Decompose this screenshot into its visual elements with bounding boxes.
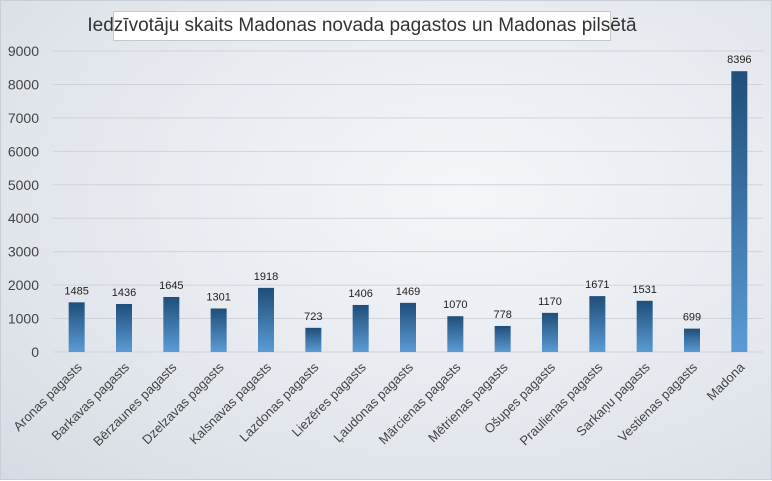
bar — [68, 302, 85, 352]
y-tick-label: 9000 — [8, 43, 39, 59]
grid-layer — [53, 50, 763, 353]
bar-value-label: 699 — [683, 312, 701, 324]
bar — [163, 296, 180, 352]
bar-value-label: 8396 — [727, 54, 751, 66]
y-tick-label: 6000 — [8, 143, 39, 159]
chart-title: Iedzīvotāju skaits Madonas novada pagast… — [87, 15, 637, 36]
x-tick-label: Madona — [704, 359, 748, 403]
x-tick-label: Kalsnavas pagasts — [186, 359, 274, 447]
y-tick-label: 1000 — [8, 311, 39, 327]
bar — [589, 296, 606, 352]
chart-title-box: Iedzīvotāju skaits Madonas novada pagast… — [87, 11, 637, 41]
x-tick-label: Mētrienas pagasts — [425, 359, 511, 445]
bar — [447, 316, 464, 352]
bar — [542, 312, 558, 352]
bar-value-label: 1406 — [348, 288, 372, 300]
bar — [494, 325, 511, 352]
data-labels: 1485 1436 1645 1301 1918 723 1406 1469 1070 778 11… — [64, 54, 751, 323]
bar-value-label: 1301 — [206, 291, 230, 303]
bar-value-label: 1170 — [538, 296, 562, 308]
y-axis: 0 1000 2000 3000 4000 5000 6000 7000 8000 9000 — [8, 43, 39, 360]
y-tick-label: 4000 — [8, 210, 39, 226]
y-tick-label: 0 — [31, 344, 39, 360]
bar — [352, 304, 369, 352]
y-tick-label: 2000 — [8, 277, 39, 293]
bar — [305, 327, 322, 352]
y-tick-label: 5000 — [8, 177, 39, 193]
bar-value-label: 1671 — [585, 279, 609, 291]
x-tick-label: Dzelzavas pagasts — [139, 359, 227, 447]
bar-value-label: 1918 — [254, 271, 278, 283]
bar-value-label: 1531 — [632, 284, 656, 296]
bar-value-label: 1485 — [64, 285, 88, 297]
bar — [116, 303, 132, 352]
bar — [258, 287, 274, 352]
bar-value-label: 1645 — [159, 280, 183, 292]
bars — [68, 71, 748, 353]
x-tick-label: Ļaudonas pagasts — [330, 359, 416, 445]
y-tick-label: 3000 — [8, 244, 39, 260]
x-tick-label: Lazdonas pagasts — [236, 359, 322, 445]
x-tick-label: Vestienas pagasts — [615, 359, 701, 445]
bar-value-label: 778 — [493, 309, 511, 321]
bar-value-label: 1436 — [112, 287, 136, 299]
x-tick-label: Mārcienas pagasts — [376, 359, 464, 447]
y-tick-label: 7000 — [8, 110, 39, 126]
x-tick-label: Praulienas pagasts — [517, 359, 606, 448]
x-tick-label: Bērzaunes pagasts — [90, 359, 180, 449]
bar-value-label: 723 — [304, 311, 322, 323]
y-tick-label: 8000 — [8, 76, 39, 92]
bar — [636, 300, 653, 352]
bar — [731, 71, 748, 353]
bar — [210, 308, 227, 352]
bar-value-label: 1469 — [396, 286, 420, 298]
bar — [400, 302, 416, 352]
bar — [684, 328, 700, 352]
bar-value-label: 1070 — [443, 299, 467, 311]
